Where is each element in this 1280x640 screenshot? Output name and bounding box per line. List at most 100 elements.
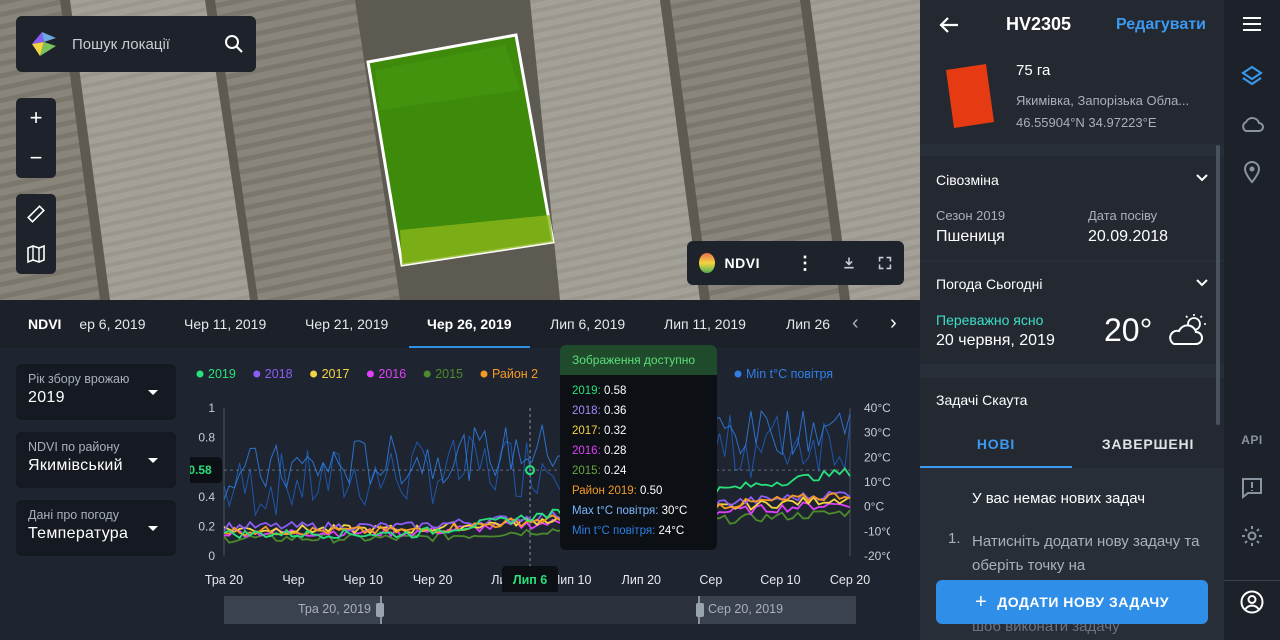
hover-y-badge — [190, 457, 222, 484]
hover-x-value: Лип 6 — [513, 573, 547, 587]
api-icon[interactable]: API — [1241, 433, 1263, 447]
series-line-2019 — [223, 467, 851, 540]
weather-date: 20 червня, 2019 — [936, 332, 1055, 349]
map-layers-button[interactable] — [16, 234, 56, 274]
field-details-panel: HV2305 Редагувати 75 га Якимівка, Запорі… — [920, 0, 1224, 640]
x-tick-label: Чер 10 — [343, 573, 383, 587]
chevron-down-icon — [148, 390, 158, 395]
side-rail: API — [1224, 0, 1280, 640]
timeline-date[interactable]: Чер 11, 2019 — [184, 316, 267, 332]
date-range-slider[interactable]: Тра 20, 2019 Сер 20, 2019 — [224, 596, 856, 624]
ndvi-chart[interactable]: 2019 2018 2017 2016 2015 Район 2 Min t°C повіт… — [190, 362, 890, 592]
legend-label: 2019 — [208, 367, 236, 381]
back-arrow-icon[interactable] — [938, 14, 960, 36]
location-pin-icon[interactable] — [1240, 160, 1264, 184]
empty-message: У вас немає нових задач — [972, 490, 1146, 507]
slider-window[interactable] — [380, 596, 700, 624]
edit-link[interactable]: Редагувати — [1116, 16, 1206, 33]
more-options-icon[interactable]: ⋮ — [796, 252, 814, 273]
tooltip-row: 2015: 0.24 — [560, 461, 717, 481]
chevron-down-icon[interactable] — [1196, 174, 1208, 182]
ruler-icon — [27, 205, 45, 223]
settings-icon[interactable] — [1240, 524, 1264, 548]
tooltip-row-label: 2018: — [572, 405, 604, 417]
sowing-value: 20.09.2018 — [1088, 228, 1169, 245]
zoom-in-button[interactable]: + — [29, 105, 43, 130]
slider-end-handle[interactable] — [696, 603, 704, 617]
hover-x-badge — [502, 566, 559, 592]
download-icon[interactable] — [842, 254, 856, 272]
field-shape-thumbnail — [946, 64, 994, 128]
feedback-icon[interactable] — [1240, 476, 1264, 500]
satellite-map[interactable] — [0, 0, 920, 300]
series-line-rayon — [223, 492, 851, 537]
tooltip-row-label: 2019: — [572, 385, 604, 397]
timeline-date[interactable]: Лип 11, 2019 — [664, 316, 746, 332]
account-icon[interactable] — [1240, 590, 1264, 614]
legend-marker — [196, 370, 204, 378]
fullscreen-icon[interactable] — [878, 254, 892, 272]
search-icon[interactable] — [224, 34, 244, 54]
app-logo-icon — [32, 32, 56, 56]
tab-completed[interactable]: ЗАВЕРШЕНІ — [1101, 436, 1195, 452]
panel-scrollbar[interactable] — [1216, 145, 1220, 425]
select-value: Якимівський — [28, 457, 123, 474]
district-ndvi-select[interactable]: NDVI по району Якимівський — [16, 432, 176, 488]
timeline-prev-icon[interactable]: ‹ — [852, 312, 859, 334]
tooltip-row: 2018: 0.36 — [560, 401, 717, 421]
search-input[interactable]: Пошук локації — [72, 35, 170, 53]
timeline-date[interactable]: Лип 6, 2019 — [550, 316, 626, 332]
y-tick-label: 0.2 — [198, 519, 215, 533]
legend-marker — [253, 370, 261, 378]
weather-condition: Переважно ясно — [936, 312, 1044, 328]
select-label: Дані про погоду — [28, 508, 119, 522]
weather-data-select[interactable]: Дані про погоду Температура — [16, 500, 176, 556]
hover-point — [525, 465, 536, 476]
chevron-down-icon — [148, 458, 158, 463]
add-task-button[interactable]: + ДОДАТИ НОВУ ЗАДАЧУ — [936, 580, 1208, 624]
field-coords: 46.55904°N 34.97223°E — [1016, 115, 1157, 130]
tooltip-row-value: 0.36 — [603, 405, 627, 417]
menu-icon[interactable] — [1240, 12, 1264, 36]
timeline-next-icon[interactable]: › — [890, 312, 897, 334]
slider-start-handle[interactable] — [376, 603, 384, 617]
x-tick-label: Тра 20 — [205, 573, 243, 587]
step-text: Натисніть додати нову задачу та оберіть … — [972, 533, 1200, 574]
y2-tick-label: -20°C — [864, 549, 890, 563]
weather-section[interactable]: Погода Сьогодні Переважно ясно 20 червня… — [920, 262, 1224, 364]
timeline-dates: Чер 6, 2019 Чер 11, 2019 Чер 21, 2019 Че… — [80, 300, 840, 348]
timeline-index-label: NDVI — [28, 316, 62, 332]
legend-marker — [734, 370, 742, 378]
chevron-down-icon — [148, 526, 158, 531]
x-tick-label: Сер 10 — [760, 573, 800, 587]
chart-tooltip: Зображення доступно 2019: 0.58 2018: 0.36… — [560, 345, 717, 550]
tooltip-row: Min t°C повітря: 24°C — [560, 521, 717, 541]
y2-tick-label: 0°C — [864, 500, 884, 514]
location-search[interactable]: Пошук локації — [16, 16, 256, 72]
tooltip-row: Max t°C повітря: 30°C — [560, 501, 717, 521]
tooltip-row: Район 2019: 0.50 — [560, 481, 717, 501]
ruler-button[interactable] — [16, 194, 56, 234]
cloud-icon[interactable] — [1240, 112, 1264, 136]
add-task-label: ДОДАТИ НОВУ ЗАДАЧУ — [997, 594, 1169, 610]
section-title: Задачі Скаута — [936, 392, 1028, 408]
select-label: Рік збору врожаю — [28, 372, 130, 386]
zoom-out-button[interactable]: − — [29, 145, 43, 170]
legend-label: 2018 — [265, 367, 293, 381]
timeline-date[interactable]: Чер 6, 2019 — [80, 316, 146, 332]
season-label: Сезон 2019 — [936, 208, 1006, 223]
crop-rotation-section[interactable]: Сівозміна Сезон 2019 Пшениця Дата посіву… — [920, 156, 1224, 260]
layers-icon[interactable] — [1240, 64, 1264, 88]
x-tick-label: Чер — [282, 573, 304, 587]
timeline-date[interactable]: Чер 21, 2019 — [305, 316, 389, 332]
timeline-date[interactable]: Лип 26 — [786, 316, 831, 332]
timeline-date-active[interactable]: Чер 26, 2019 — [409, 300, 530, 348]
tooltip-row: 2016: 0.28 — [560, 441, 717, 461]
layer-name[interactable]: NDVI — [724, 255, 760, 271]
tooltip-row-label: 2017: — [572, 425, 604, 437]
harvest-year-select[interactable]: Рік збору врожаю 2019 — [16, 364, 176, 420]
slider-end-label: Сер 20, 2019 — [708, 602, 784, 616]
tab-new[interactable]: НОВІ — [920, 426, 1072, 468]
chevron-down-icon[interactable] — [1196, 279, 1208, 287]
weather-temp: 20° — [1104, 312, 1153, 348]
